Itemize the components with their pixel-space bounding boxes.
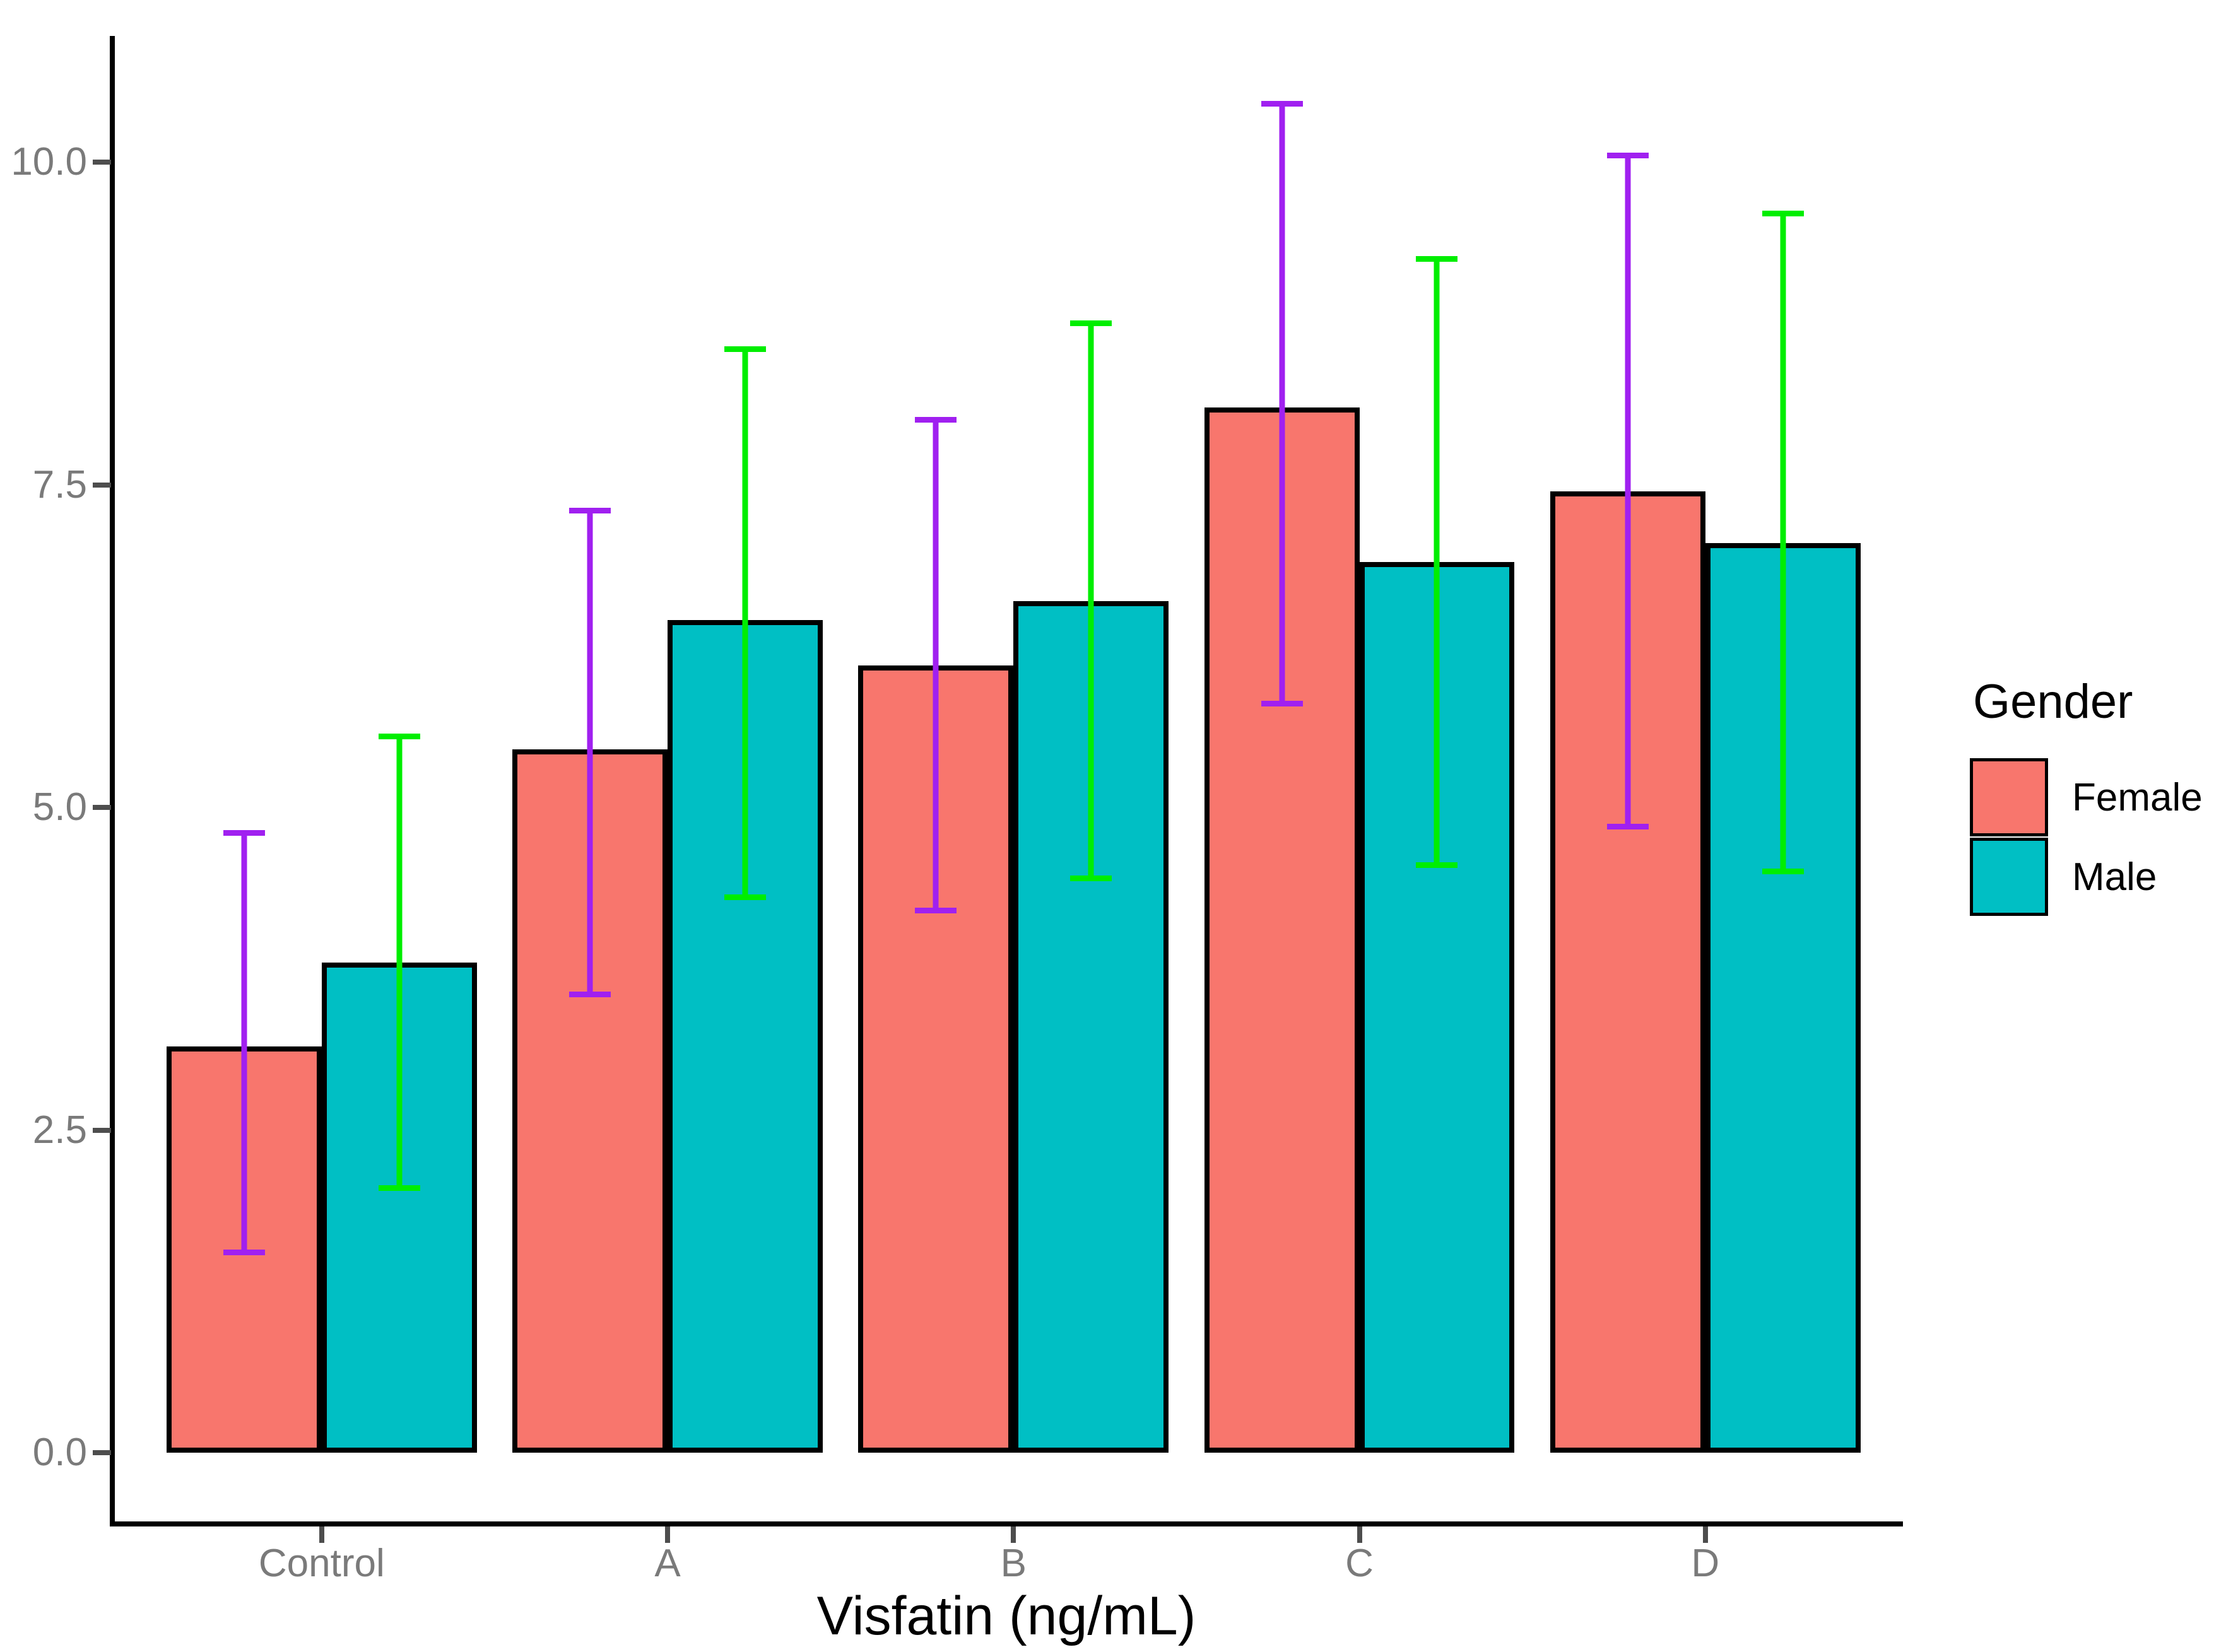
error-cap-low-a-female	[569, 991, 611, 997]
legend-title: Gender	[1973, 675, 2133, 729]
legend: Gender Female Male	[1956, 676, 2226, 917]
legend-items: Female Male	[1956, 758, 2226, 916]
bar-b-female	[858, 665, 1014, 1453]
error-cap-low-b-male	[1070, 875, 1112, 881]
error-cap-high-b-female	[915, 417, 957, 423]
error-bar-control-male	[396, 736, 403, 1188]
y-tick-mark-7-5	[93, 482, 111, 488]
x-tick-label-control: Control	[258, 1542, 385, 1585]
error-cap-high-c-male	[1416, 255, 1458, 262]
x-tick-label-d: D	[1691, 1542, 1720, 1585]
y-tick-mark-2-5	[93, 1127, 111, 1133]
x-tick-label-a: A	[654, 1542, 681, 1585]
y-tick-mark-10-0	[93, 160, 111, 165]
legend-label-female: Female	[2072, 775, 2203, 819]
x-tick-label-c: C	[1345, 1542, 1374, 1585]
error-bar-d-male	[1780, 214, 1786, 872]
error-cap-high-d-female	[1606, 153, 1649, 158]
error-cap-low-b-female	[915, 907, 957, 913]
error-bar-a-female	[587, 510, 593, 995]
female-swatch	[1970, 758, 2048, 836]
x-tick-mark-a	[665, 1526, 671, 1543]
x-axis-line	[110, 1521, 1903, 1526]
error-bar-c-male	[1434, 259, 1440, 866]
plot-panel	[115, 36, 1898, 1521]
bar-a-male	[668, 620, 823, 1453]
error-cap-high-b-male	[1070, 320, 1112, 326]
legend-item-male: Male	[1970, 838, 2226, 916]
error-bar-a-male	[742, 349, 748, 898]
error-cap-high-control-female	[223, 830, 265, 836]
error-cap-high-a-male	[724, 346, 766, 352]
legend-label-male: Male	[2072, 855, 2157, 899]
error-cap-high-a-female	[569, 507, 611, 513]
error-cap-low-control-female	[223, 1249, 265, 1255]
error-bar-c-female	[1279, 104, 1285, 705]
y-tick-label-0-0: 0.0	[32, 1431, 87, 1474]
y-tick-label-2-5: 2.5	[32, 1108, 87, 1152]
x-axis-title: Visfatin (ng/mL)	[816, 1586, 1196, 1646]
error-cap-high-d-male	[1762, 211, 1804, 217]
error-cap-low-d-male	[1762, 869, 1804, 875]
error-cap-low-c-male	[1416, 862, 1458, 869]
x-tick-mark-b	[1011, 1526, 1016, 1543]
x-tick-mark-d	[1702, 1526, 1708, 1543]
error-bar-control-female	[241, 833, 247, 1253]
x-tick-mark-c	[1357, 1526, 1362, 1543]
y-tick-mark-5-0	[93, 805, 111, 811]
y-tick-label-10-0: 10.0	[11, 140, 87, 184]
error-cap-low-c-female	[1261, 701, 1303, 707]
error-bar-b-male	[1088, 323, 1094, 879]
legend-item-female: Female	[1970, 758, 2226, 836]
error-cap-high-c-female	[1261, 101, 1303, 107]
y-axis-line	[110, 36, 115, 1526]
y-tick-label-5-0: 5.0	[32, 785, 87, 829]
x-tick-mark-control	[319, 1526, 324, 1543]
y-tick-mark-0-0	[93, 1450, 111, 1455]
x-tick-label-b: B	[1000, 1542, 1027, 1585]
error-cap-low-d-female	[1606, 823, 1649, 829]
y-tick-label-7-5: 7.5	[32, 462, 87, 507]
male-swatch	[1970, 838, 2048, 916]
error-bar-b-female	[933, 420, 939, 911]
error-cap-low-control-male	[378, 1185, 420, 1191]
error-cap-high-control-male	[378, 733, 420, 739]
error-bar-d-female	[1625, 156, 1631, 827]
error-cap-low-a-male	[724, 894, 766, 901]
